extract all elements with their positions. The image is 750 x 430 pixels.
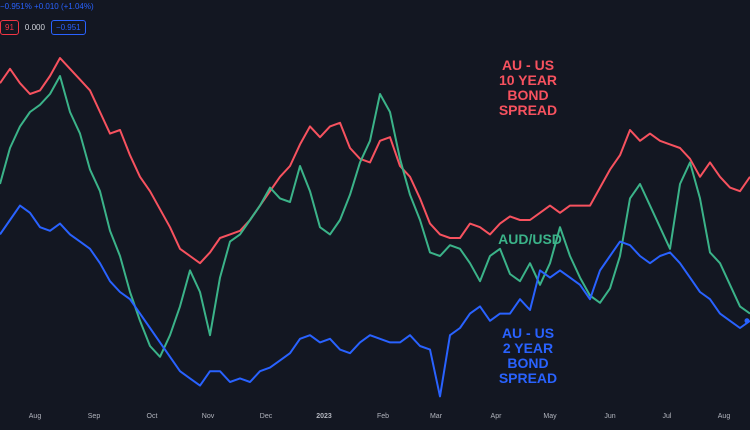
audusd-annotation: AUD/USD: [498, 231, 562, 247]
x-tick-label: Aug: [29, 413, 42, 420]
x-tick-label: Jul: [663, 413, 672, 420]
x-tick-label: Oct: [147, 413, 158, 420]
series-line-two-year-spread[interactable]: [0, 204, 750, 398]
series-layer: [0, 57, 750, 398]
last-value-marker: [744, 318, 750, 324]
ten-year-spread-annotation: AU - US 10 YEAR BOND SPREAD: [498, 57, 558, 118]
x-tick-label: Nov: [202, 413, 215, 420]
x-tick-label: Dec: [260, 413, 273, 420]
x-tick-label: May: [543, 413, 557, 420]
x-tick-label: Jun: [604, 413, 615, 420]
x-tick-label: Sep: [88, 413, 101, 420]
zero-value-label: 0.000: [24, 23, 45, 32]
two-year-spread-annotation: AU - US 2 YEAR BOND SPREAD: [498, 325, 558, 386]
x-axis-ticks: Aug Sep Oct Nov Dec 2023 Feb Mar Apr May Jun Jul Aug: [29, 413, 731, 420]
x-tick-label: Feb: [377, 413, 389, 420]
x-tick-label: Apr: [491, 413, 503, 420]
legend-value-line: −0.951% +0.010 (+1.04%): [0, 2, 94, 11]
x-tick-label: Aug: [718, 413, 731, 420]
series-line-audusd[interactable]: [0, 75, 750, 358]
legend-value-boxes: 91 0.000 −0.951: [0, 20, 86, 35]
series-line-ten-year-spread[interactable]: [0, 57, 750, 265]
two-year-value-box[interactable]: −0.951: [50, 20, 86, 35]
x-tick-label: 2023: [316, 413, 332, 420]
x-tick-label: Mar: [430, 413, 443, 420]
ten-year-value-box[interactable]: 91: [0, 20, 19, 35]
